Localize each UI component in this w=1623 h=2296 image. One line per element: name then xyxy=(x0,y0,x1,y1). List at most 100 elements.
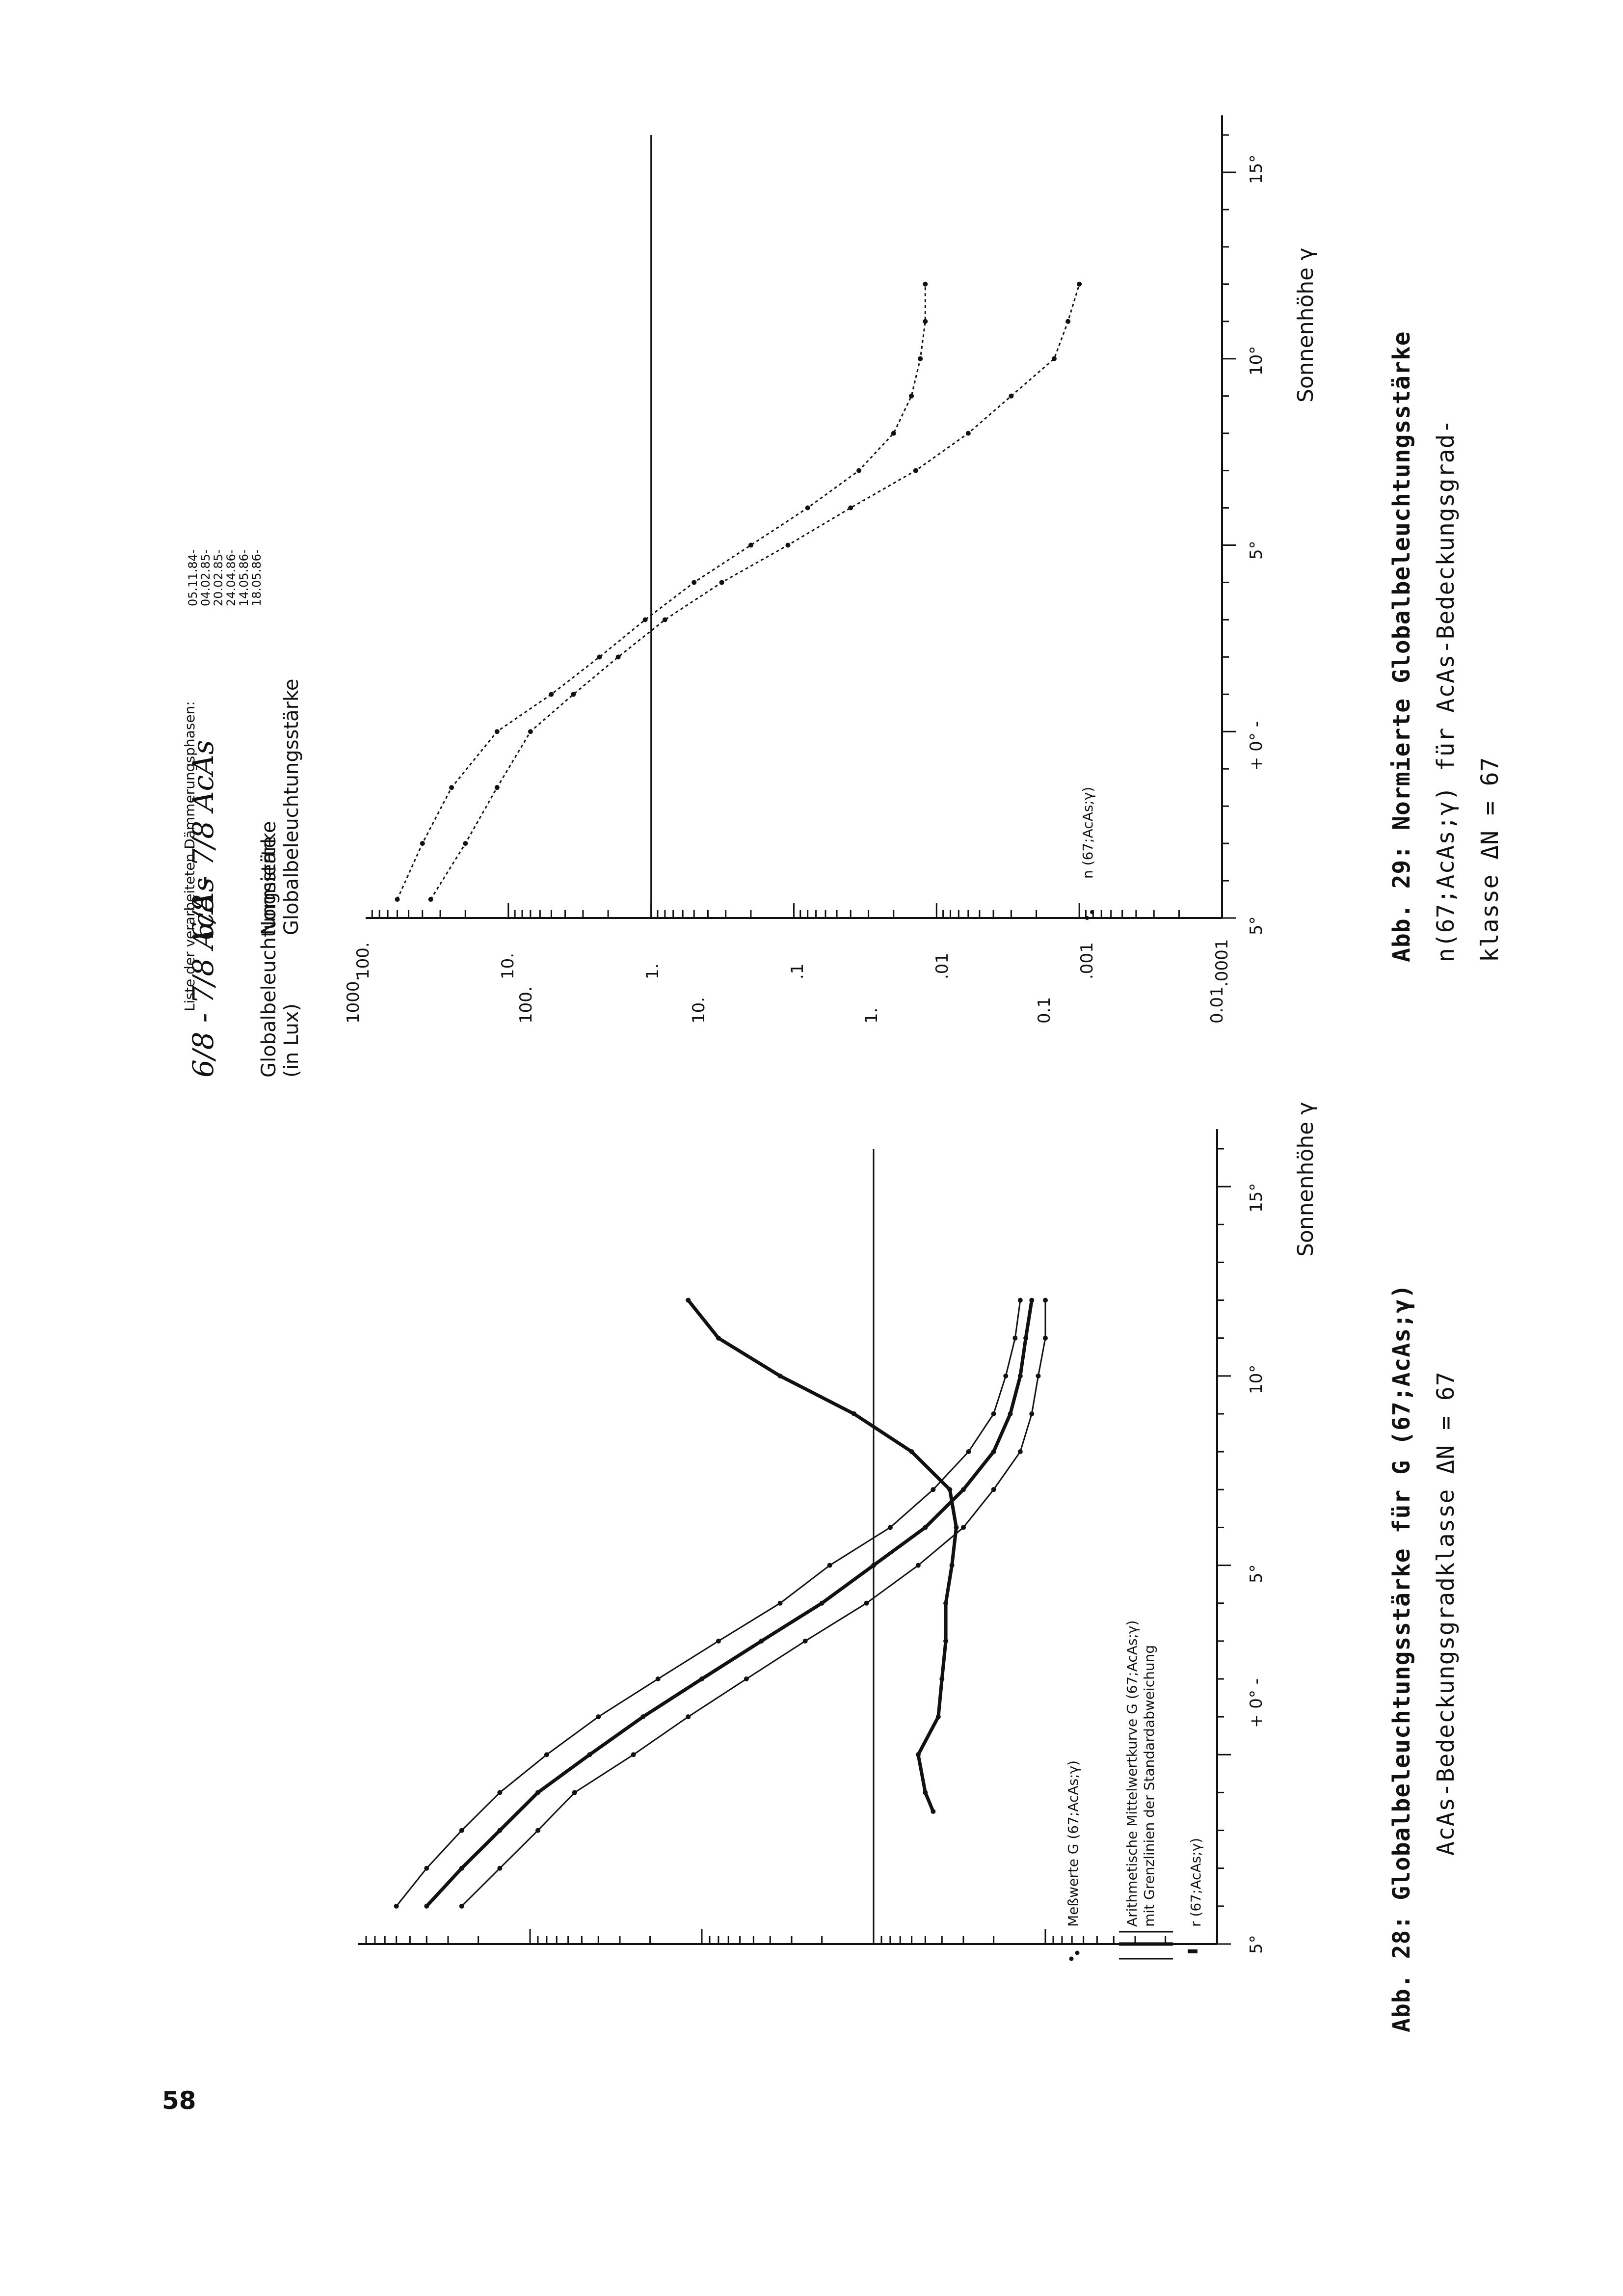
series-point-lower xyxy=(1043,1335,1048,1341)
series-point-n_upper xyxy=(923,281,928,287)
series-point-n_upper xyxy=(549,692,554,697)
series-point-upper xyxy=(424,1865,429,1871)
series-point-upper xyxy=(1017,1297,1023,1303)
series-point-n_upper xyxy=(805,505,810,511)
series-point-n_lower xyxy=(571,692,576,697)
series-point-n_lower xyxy=(494,785,500,790)
series-point-lower xyxy=(686,1714,691,1720)
series-line-n_upper xyxy=(397,284,926,900)
series-point-upper xyxy=(544,1752,549,1757)
series-point-n_lower xyxy=(615,654,621,660)
series-point-r xyxy=(851,1411,857,1416)
series-point-mean xyxy=(587,1752,592,1757)
series-point-n_lower xyxy=(528,729,533,734)
series-point-lower xyxy=(802,1638,808,1644)
series-point-n_lower xyxy=(913,468,918,473)
chart1-legend-symbols xyxy=(1069,1931,1197,1961)
series-point-upper xyxy=(991,1411,996,1416)
series-point-upper xyxy=(827,1563,832,1568)
series-point-r xyxy=(935,1714,941,1720)
series-point-upper xyxy=(655,1676,661,1681)
series-point-r xyxy=(949,1563,955,1568)
page-number: 58 xyxy=(162,2086,196,2115)
series-point-mean xyxy=(424,1903,429,1909)
series-point-lower xyxy=(1036,1373,1041,1378)
series-point-n_lower xyxy=(719,580,724,585)
series-point-upper xyxy=(1012,1335,1018,1341)
series-point-r xyxy=(939,1676,945,1681)
series-point-mean xyxy=(640,1714,646,1720)
series-point-n_lower xyxy=(463,841,468,846)
series-point-n_upper xyxy=(494,729,500,734)
series-point-mean xyxy=(699,1676,704,1681)
series-point-n_lower xyxy=(428,897,433,902)
series-point-upper xyxy=(497,1790,503,1795)
series-point-mean xyxy=(923,1525,928,1530)
series-point-n_upper xyxy=(692,580,697,585)
series-point-upper xyxy=(887,1525,893,1530)
series-point-mean xyxy=(819,1600,825,1606)
chart1-legend-dot xyxy=(1075,1950,1080,1955)
series-point-lower xyxy=(864,1600,869,1606)
series-point-lower xyxy=(631,1752,636,1757)
chart2-plot xyxy=(366,115,1236,919)
series-point-n_upper xyxy=(748,542,753,548)
series-point-n_lower xyxy=(848,505,853,511)
series-point-lower xyxy=(1043,1297,1048,1303)
series-point-lower xyxy=(915,1563,921,1568)
chart2-legend-dot xyxy=(1090,910,1094,914)
series-point-lower xyxy=(535,1828,541,1833)
series-point-mean xyxy=(497,1828,503,1833)
series-point-n_upper xyxy=(909,393,914,399)
series-point-mean xyxy=(1023,1335,1029,1341)
series-point-r xyxy=(777,1373,783,1378)
series-point-lower xyxy=(572,1790,577,1795)
series-point-n_upper xyxy=(856,468,862,473)
series-point-upper xyxy=(931,1487,936,1492)
series-point-mean xyxy=(1029,1297,1035,1303)
series-line-mean xyxy=(425,1300,1034,1908)
series-point-n_upper xyxy=(597,654,602,660)
series-point-upper xyxy=(394,1903,399,1909)
series-point-n_upper xyxy=(642,617,648,622)
series-line-lower xyxy=(461,1300,1046,1907)
series-point-mean xyxy=(961,1487,966,1492)
series-point-mean xyxy=(1008,1411,1013,1416)
series-line-r xyxy=(687,1299,958,1812)
series-point-lower xyxy=(1017,1449,1023,1455)
series-point-n_upper xyxy=(420,841,425,846)
series-point-upper xyxy=(966,1449,971,1455)
series-point-n_lower xyxy=(965,431,971,436)
chart2-legend-dot xyxy=(1085,916,1089,920)
series-point-n_lower xyxy=(1077,281,1082,287)
chart1-plot xyxy=(358,1129,1231,1945)
series-point-lower xyxy=(961,1525,966,1530)
series-line-upper xyxy=(396,1300,1021,1907)
series-point-n_upper xyxy=(918,356,923,361)
series-point-upper xyxy=(459,1828,464,1833)
series-point-mean xyxy=(759,1638,764,1644)
series-point-upper xyxy=(596,1714,601,1720)
series-point-r xyxy=(716,1335,721,1341)
series-line-n_lower xyxy=(430,284,1080,900)
series-point-upper xyxy=(716,1638,721,1644)
chart1-legend-dot xyxy=(1069,1956,1074,1961)
series-point-n_upper xyxy=(395,897,400,902)
series-point-mean xyxy=(871,1563,876,1568)
series-point-r xyxy=(931,1809,936,1814)
series-point-upper xyxy=(1003,1373,1009,1378)
series-point-r xyxy=(915,1752,921,1757)
series-point-r xyxy=(686,1297,691,1303)
series-point-mean xyxy=(459,1865,464,1871)
series-point-lower xyxy=(991,1487,996,1492)
series-point-n_lower xyxy=(662,617,667,622)
series-point-r xyxy=(943,1638,949,1644)
series-point-n_lower xyxy=(785,542,791,548)
series-point-r xyxy=(943,1600,949,1606)
series-point-r xyxy=(954,1525,959,1530)
series-point-n_lower xyxy=(1009,393,1014,399)
series-point-lower xyxy=(1029,1411,1035,1416)
series-point-lower xyxy=(459,1903,464,1909)
series-point-mean xyxy=(1017,1373,1023,1378)
